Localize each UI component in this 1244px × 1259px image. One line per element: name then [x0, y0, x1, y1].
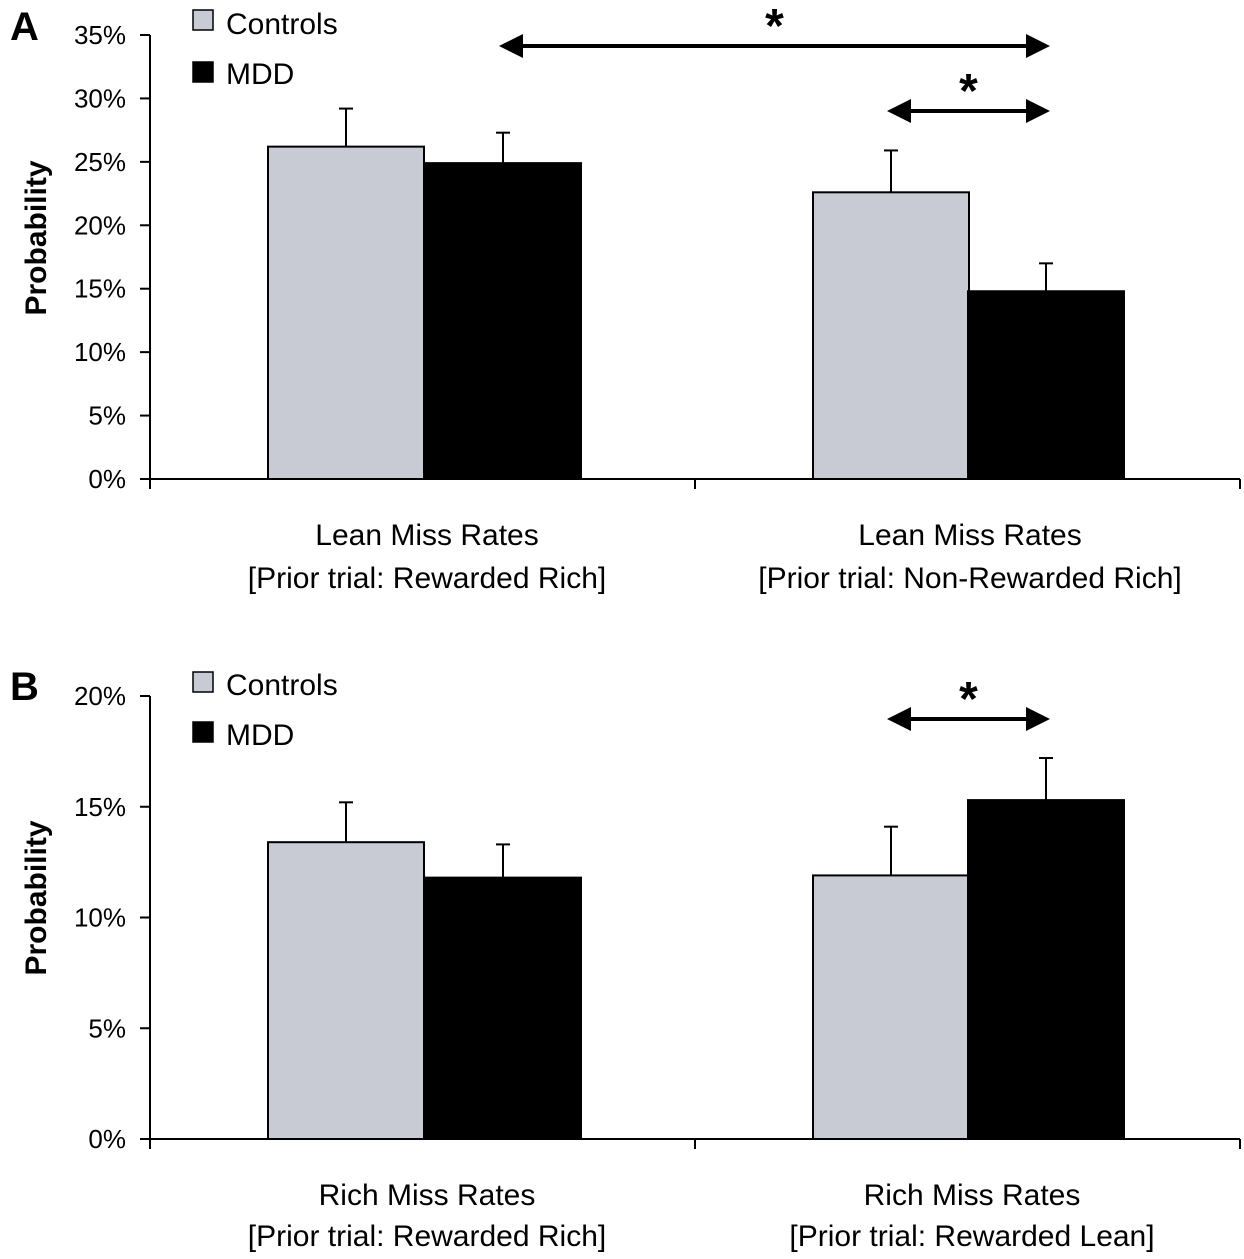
panel-b-y-tick-label-3: 15% [74, 792, 126, 822]
panel-b-legend-label-mdd: MDD [226, 719, 294, 752]
panel-b-bar-controls-1 [812, 874, 970, 1140]
panel-a-bar-mdd-1 [967, 290, 1125, 480]
panel-b-y-tick-label-0: 0% [88, 1124, 126, 1154]
panel-b-category-0-line2: [Prior trial: Rewarded Rich] [248, 1220, 606, 1253]
panel-a-y-tick-label-1: 5% [88, 401, 126, 431]
panel-b: B Probability Controls MDD Rich Miss Rat… [10, 665, 1241, 1253]
panel-b-bar-controls-0 [267, 841, 425, 1140]
panel-a-legend-label-controls: Controls [226, 8, 338, 41]
panel-b-legend: Controls MDD [192, 669, 338, 752]
panel-b-legend-swatch-mdd [192, 721, 214, 743]
panel-b-category-1-line2: [Prior trial: Rewarded Lean] [789, 1220, 1154, 1253]
panel-a-y-tick-label-7: 35% [74, 20, 126, 50]
panel-b-legend-label-controls: Controls [226, 669, 338, 702]
panel-b-legend-swatch-controls [192, 671, 214, 693]
panel-b-bar-mdd-1 [967, 799, 1125, 1140]
panel-a: A Probability Controls MDD Lean Miss Rat… [10, 0, 1241, 595]
panel-b-ylabel: Probability [20, 820, 53, 975]
panel-a-y-tick-label-6: 30% [74, 83, 126, 113]
panel-a-category-1-line2: [Prior trial: Non-Rewarded Rich] [758, 562, 1181, 595]
panel-b-category-1-line1: Rich Miss Rates [864, 1179, 1081, 1212]
panel-b-plot: 0% 5% 10% 15% 20% * [74, 673, 1241, 1154]
panel-a-legend-swatch-controls [192, 9, 214, 31]
panel-a-legend-swatch-mdd [192, 61, 214, 83]
panel-b-y-tick-label-4: 20% [74, 681, 126, 711]
panel-b-y-tick-label-2: 10% [74, 903, 126, 933]
panel-a-bar-controls-0 [267, 145, 425, 481]
panel-a-y-tick-label-4: 20% [74, 210, 126, 240]
panel-a-bar-mdd-0 [424, 162, 582, 481]
panel-a-category-1-line1: Lean Miss Rates [858, 519, 1081, 552]
panel-a-significance-star-1: * [959, 65, 978, 118]
panel-a-significance-star-0: * [765, 0, 784, 53]
panel-a-letter: A [10, 5, 39, 49]
panel-a-y-tick-label-5: 25% [74, 147, 126, 177]
panel-a-y-tick-label-2: 10% [74, 337, 126, 367]
panel-a-legend-label-mdd: MDD [226, 58, 294, 91]
panel-a-ylabel: Probability [20, 160, 53, 315]
panel-a-y-tick-label-3: 15% [74, 274, 126, 304]
panel-a-bar-controls-1 [812, 191, 970, 480]
panel-b-y-tick-label-1: 5% [88, 1013, 126, 1043]
panel-a-plot: 0% 5% 10% 15% 20% 25% 30% 35% * * [74, 0, 1241, 494]
panel-b-significance-star-0: * [959, 673, 978, 726]
panel-b-letter: B [10, 665, 39, 709]
panel-b-bar-mdd-0 [424, 876, 582, 1140]
panel-a-category-0-line2: [Prior trial: Rewarded Rich] [248, 562, 606, 595]
panel-a-category-0-line1: Lean Miss Rates [315, 519, 538, 552]
panel-a-y-tick-label-0: 0% [88, 464, 126, 494]
panel-a-legend: Controls MDD [192, 8, 338, 91]
panel-b-category-0-line1: Rich Miss Rates [319, 1179, 536, 1212]
